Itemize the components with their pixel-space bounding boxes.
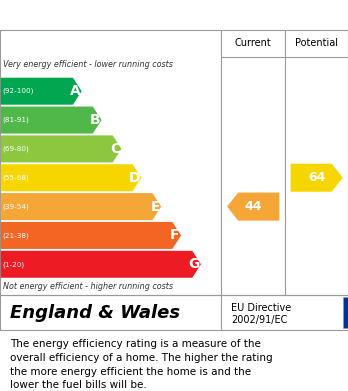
- Polygon shape: [1, 106, 102, 134]
- Text: (69-80): (69-80): [2, 145, 29, 152]
- Polygon shape: [1, 251, 201, 278]
- Text: The energy efficiency rating is a measure of the: The energy efficiency rating is a measur…: [10, 339, 261, 350]
- Text: (39-54): (39-54): [2, 203, 29, 210]
- Text: overall efficiency of a home. The higher the rating: overall efficiency of a home. The higher…: [10, 353, 273, 363]
- Polygon shape: [1, 222, 181, 249]
- Text: C: C: [110, 142, 120, 156]
- Polygon shape: [1, 193, 161, 220]
- Text: 2002/91/EC: 2002/91/EC: [231, 314, 288, 325]
- Text: Current: Current: [235, 38, 271, 48]
- Text: 64: 64: [308, 171, 325, 184]
- Polygon shape: [227, 192, 279, 221]
- Text: (1-20): (1-20): [2, 261, 25, 267]
- Text: Not energy efficient - higher running costs: Not energy efficient - higher running co…: [3, 282, 174, 291]
- Polygon shape: [1, 78, 82, 105]
- Text: Potential: Potential: [295, 38, 338, 48]
- Text: EU Directive: EU Directive: [231, 303, 292, 313]
- Text: (55-68): (55-68): [2, 174, 29, 181]
- Text: (81-91): (81-91): [2, 117, 29, 123]
- Text: (21-38): (21-38): [2, 232, 29, 239]
- Text: E: E: [150, 199, 160, 213]
- Text: lower the fuel bills will be.: lower the fuel bills will be.: [10, 380, 147, 390]
- Polygon shape: [1, 164, 141, 191]
- Text: Energy Efficiency Rating: Energy Efficiency Rating: [10, 7, 220, 23]
- Text: F: F: [170, 228, 180, 242]
- Text: B: B: [89, 113, 100, 127]
- Text: England & Wales: England & Wales: [10, 303, 181, 321]
- Text: Very energy efficient - lower running costs: Very energy efficient - lower running co…: [3, 61, 173, 70]
- Text: G: G: [188, 257, 199, 271]
- Text: the more energy efficient the home is and the: the more energy efficient the home is an…: [10, 367, 252, 377]
- Bar: [343, 298, 348, 328]
- Polygon shape: [291, 164, 343, 192]
- Text: 44: 44: [244, 200, 262, 213]
- Text: D: D: [128, 171, 140, 185]
- Text: (92-100): (92-100): [2, 88, 34, 95]
- Polygon shape: [1, 135, 121, 162]
- Text: A: A: [70, 84, 80, 98]
